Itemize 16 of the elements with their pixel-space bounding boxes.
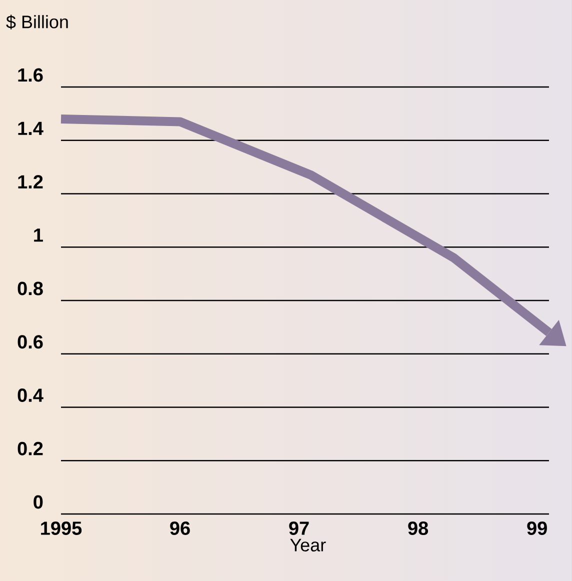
- x-tick-label: 97: [289, 522, 309, 535]
- y-tick-label: 0.4: [18, 388, 44, 402]
- x-tick-label: 99: [527, 522, 547, 535]
- y-tick-label: 0.2: [18, 442, 43, 456]
- x-tick-label: 98: [408, 522, 428, 535]
- x-tick-label: 1995: [41, 522, 82, 535]
- y-tick-label: 0: [34, 495, 43, 509]
- y-tick-label: 1: [34, 228, 43, 242]
- x-tick-label: 96: [170, 522, 190, 535]
- y-tick-label: 0.6: [18, 335, 43, 349]
- y-tick-label: 0.8: [18, 282, 43, 296]
- x-axis-title: Year: [290, 538, 326, 552]
- y-axis-title: $ Billion: [6, 14, 68, 30]
- y-tick-label: 1.6: [18, 68, 43, 82]
- y-tick-label: 1.2: [18, 175, 43, 188]
- y-tick-label: 1.4: [18, 122, 44, 135]
